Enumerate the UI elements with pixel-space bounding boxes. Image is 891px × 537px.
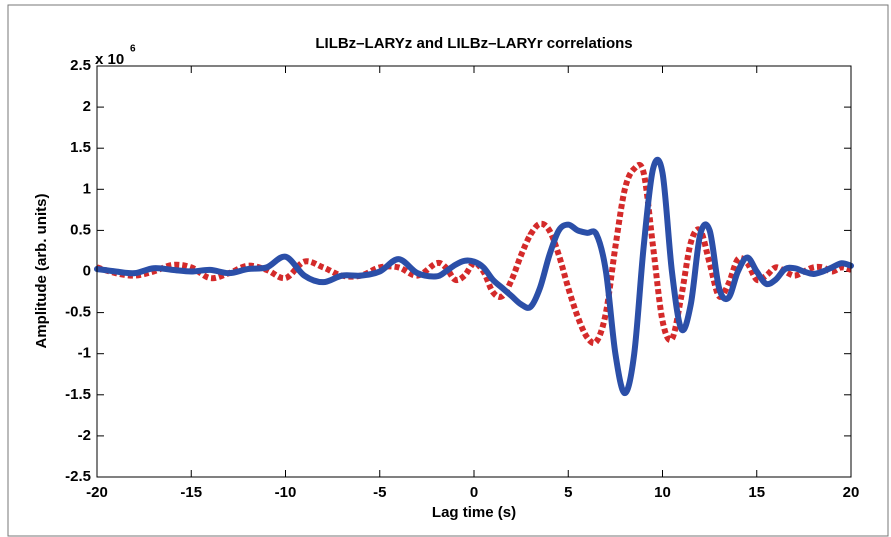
y-axis-label: Amplitude (arb. units) xyxy=(33,194,50,349)
chart-title: LILBz–LARYz and LILBz–LARYr correlations xyxy=(315,35,632,52)
y-tick-label: 2.5 xyxy=(70,57,91,74)
y-tick-label: -0.5 xyxy=(65,304,91,321)
y-tick-label: 0 xyxy=(83,262,91,279)
y-tick-label: 1 xyxy=(83,180,91,197)
x-tick-label: 10 xyxy=(654,484,671,501)
frame xyxy=(7,4,889,537)
x-tick-label: -20 xyxy=(86,484,108,501)
plot-frame xyxy=(96,65,852,478)
x-tick-label: 5 xyxy=(564,484,572,501)
y-tick-label: 0.5 xyxy=(70,221,91,238)
y-tick-label: -2 xyxy=(78,427,91,444)
x-tick-label: -15 xyxy=(180,484,202,501)
y-multiplier-exponent: 6 xyxy=(130,44,136,55)
y-tick-label: 2 xyxy=(83,98,91,115)
x-tick-label: 15 xyxy=(748,484,765,501)
y-tick-label: -2.5 xyxy=(65,468,91,485)
x-tick-label: -10 xyxy=(275,484,297,501)
x-tick-label: 20 xyxy=(843,484,860,501)
x-axis-label: Lag time (s) xyxy=(432,504,516,521)
y-tick-label: -1 xyxy=(78,345,91,362)
x-tick-label: 0 xyxy=(470,484,478,501)
x-tick-label: -5 xyxy=(373,484,386,501)
y-tick-label: -1.5 xyxy=(65,386,91,403)
line-series xyxy=(94,156,854,397)
y-multiplier: x 10 xyxy=(95,51,124,68)
y-tick-label: 1.5 xyxy=(70,139,91,156)
line-series xyxy=(96,161,852,347)
